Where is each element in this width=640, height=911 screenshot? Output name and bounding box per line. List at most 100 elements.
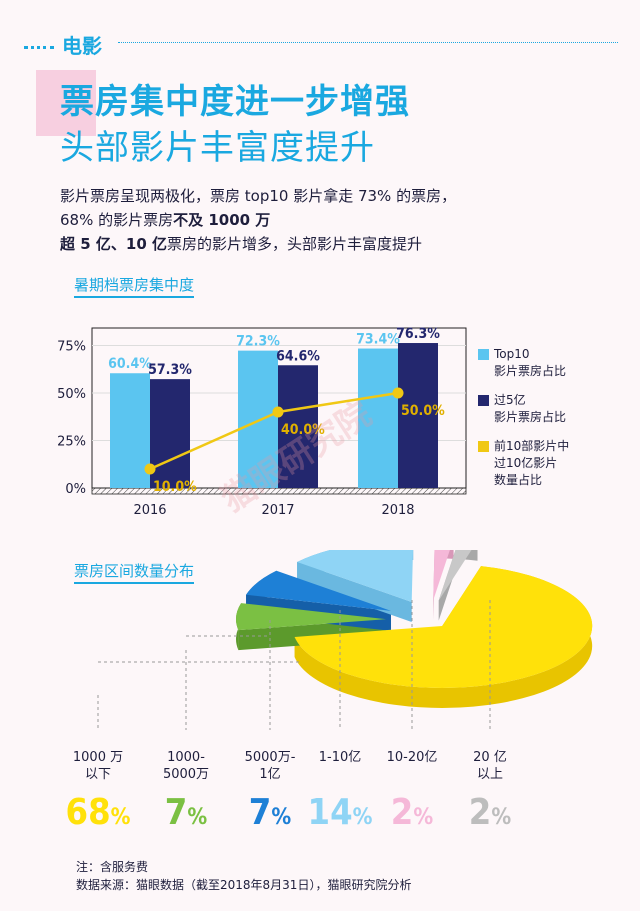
- pie-percent-value: 2: [468, 792, 492, 833]
- pie-category-label: 20 亿以上: [445, 749, 535, 783]
- footnote-note: 注：含服务费: [76, 860, 149, 874]
- pie-category-label-line: 20 亿: [473, 750, 507, 765]
- pie-slice-5: [438, 550, 472, 601]
- footnote-source: 数据来源：猫眼数据（截至2018年8月31日），猫眼研究院分析: [76, 878, 412, 892]
- title-accent-box: [36, 70, 96, 136]
- pie-category-label-line: 1-10亿: [318, 750, 362, 765]
- bar-top10-2017: [238, 350, 278, 488]
- legend-over10-line1: 前10部影片中: [494, 439, 570, 453]
- pie-slice-0: [294, 566, 593, 688]
- pie-percent-value: 14: [307, 792, 353, 833]
- legend-over10-line2: 过10亿影片: [494, 456, 558, 470]
- legend-swatch-over10: [478, 441, 489, 452]
- line-label: 50.0%: [401, 403, 445, 419]
- legend-swatch-top10: [478, 349, 489, 360]
- section-text: 电影: [62, 34, 102, 58]
- pie-slice-3: [297, 550, 414, 602]
- pie-chart-title-text: 票房区间数量分布: [74, 562, 195, 580]
- x-tick-label: 2018: [381, 503, 414, 518]
- bar-label: 76.3%: [396, 326, 440, 342]
- pie-percent-sign: %: [491, 805, 512, 830]
- legend-top10-line2: 影片票房占比: [494, 364, 567, 378]
- y-tick-label: 50%: [57, 387, 86, 402]
- pie-percent-sign: %: [271, 805, 292, 830]
- pie-percent-sign: %: [187, 805, 208, 830]
- bar-chart: 0% 25% 50% 75% 60.4%57.3% 2016 72.3%64.6% 2017 7…: [57, 326, 467, 518]
- bar-label: 72.3%: [236, 334, 280, 350]
- pie-percent-sign: %: [413, 805, 434, 830]
- legend-over5-line2: 影片票房占比: [494, 410, 567, 424]
- line-label: 10.0%: [153, 479, 197, 495]
- pie-percent-value: 7: [248, 792, 272, 833]
- summary-line-3b: 票房的影片增多，头部影片丰富度提升: [166, 235, 422, 253]
- line-point: [272, 406, 284, 418]
- pie-percent: 14%: [295, 792, 385, 833]
- summary-line-2b: 不及 1000 万: [173, 211, 271, 229]
- bar-over5-2018: [398, 343, 438, 488]
- legend-item-top10: Top10 影片票房占比: [478, 346, 566, 380]
- pie-chart: [97, 550, 593, 730]
- bar-label: 57.3%: [148, 362, 192, 378]
- pie-category-label-line: 5000万-: [244, 750, 296, 765]
- y-tick-label: 0%: [65, 482, 86, 497]
- y-tick-label: 25%: [57, 435, 86, 450]
- legend-item-over5: 过5亿影片票房占比: [478, 392, 566, 426]
- pie-category-label-line: 10-20亿: [386, 750, 438, 765]
- bar-chart-title-underline: [74, 296, 195, 298]
- legend-swatch-over5: [478, 395, 489, 406]
- legend-item-over10: 前10部影片中 过10亿影片 数量占比: [478, 438, 569, 489]
- bar-label: 64.6%: [276, 348, 320, 364]
- summary-line-2a: 68% 的影片票房: [60, 211, 174, 229]
- bar-over5-2016: [150, 379, 190, 488]
- line-point: [144, 463, 156, 475]
- pie-chart-title-underline: [74, 582, 195, 584]
- legend-over5-line1: 过5亿: [494, 393, 526, 407]
- x-tick-label: 2017: [261, 503, 294, 518]
- legend-top10-line1: Top10: [494, 347, 530, 361]
- summary-line-1: 影片票房呈现两极化，票房 top10 影片拿走 73% 的票房，: [60, 187, 457, 205]
- summary-text: 影片票房呈现两极化，票房 top10 影片拿走 73% 的票房， 68% 的影片…: [60, 184, 456, 256]
- dots-decoration: [24, 46, 54, 49]
- pie-percent: 7%: [225, 792, 315, 833]
- pie-category-label-line: 1000-: [167, 750, 205, 765]
- pie-slice-wall-1: [238, 619, 387, 651]
- pie-category-label-line: 以上: [476, 767, 503, 782]
- page-subtitle: 头部影片丰富度提升: [60, 128, 375, 168]
- bar-label: 60.4%: [108, 356, 152, 372]
- pie-category-label: 5000万- 1亿: [225, 749, 315, 783]
- pie-category-label-line: 1000 万: [72, 750, 124, 765]
- bar-over5-2017: [278, 365, 318, 488]
- summary-line-2: 68% 的影片票房不及 1000 万: [60, 208, 456, 232]
- summary-line-3: 超 5 亿、10 亿票房的影片增多，头部影片丰富度提升: [60, 232, 456, 256]
- legend-over10-line3: 数量占比: [494, 473, 543, 487]
- pie-percent: 7%: [141, 792, 231, 833]
- pie-percent-sign: %: [110, 805, 131, 830]
- pie-category-label-line: 5000万: [162, 767, 210, 782]
- summary-line-3a: 超 5 亿、10 亿: [60, 235, 167, 253]
- pie-category-label: 1000- 5000万: [141, 749, 231, 783]
- pie-category-label: 1-10亿: [295, 749, 385, 766]
- pie-percent: 68%: [53, 792, 143, 833]
- bar-top10-2016: [110, 373, 150, 488]
- pie-percent: 2%: [445, 792, 535, 833]
- pie-percent-value: 7: [164, 792, 188, 833]
- pie-category-label: 1000 万以下: [53, 749, 143, 783]
- page-title: 票房集中度进一步增强: [60, 82, 410, 122]
- pie-category-label: 10-20亿: [367, 749, 457, 766]
- pie-category-label-line: 1亿: [259, 767, 281, 782]
- bar-top10-2018: [358, 348, 398, 488]
- bar-label: 73.4%: [356, 332, 400, 348]
- line-point: [392, 387, 404, 399]
- pie-slice-2: [246, 570, 392, 611]
- pie-percent-value: 68: [65, 792, 111, 833]
- x-tick-label: 2016: [133, 503, 166, 518]
- bar-chart-title-text: 暑期档票房集中度: [74, 276, 195, 294]
- y-tick-label: 75%: [57, 340, 86, 355]
- section-rule: [118, 42, 618, 43]
- pie-slice-wall-3: [297, 561, 412, 622]
- bar-chart-title: 暑期档票房集中度: [74, 274, 195, 298]
- pie-percent-value: 2: [390, 792, 414, 833]
- pie-category-label-line: 以下: [84, 767, 111, 782]
- line-label: 40.0%: [281, 422, 325, 438]
- pie-percent: 2%: [367, 792, 457, 833]
